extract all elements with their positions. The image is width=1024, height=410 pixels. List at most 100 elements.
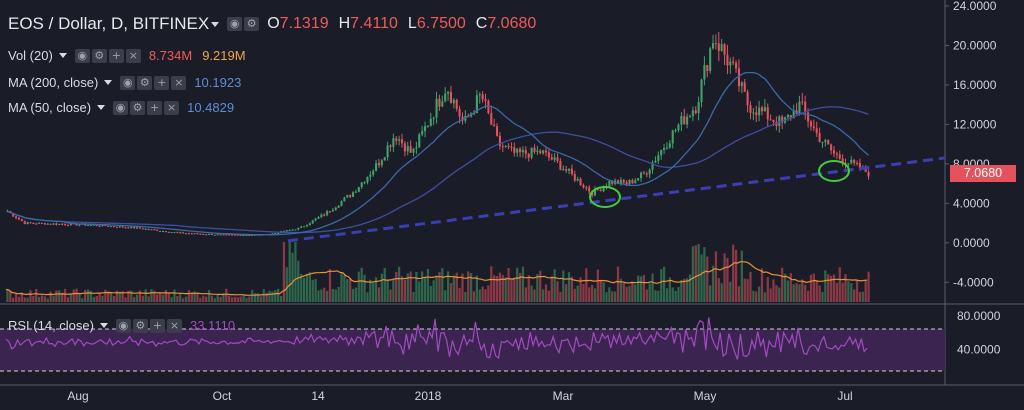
candle-body xyxy=(703,65,706,80)
volume-bar xyxy=(311,279,314,302)
candle-body xyxy=(496,126,499,136)
indicator-name[interactable]: Vol (20) xyxy=(8,48,53,63)
eye-icon[interactable]: ◉ xyxy=(113,100,129,115)
volume-bar xyxy=(349,278,352,302)
candle-body xyxy=(455,99,458,110)
candle-body xyxy=(400,139,404,144)
candle-body xyxy=(542,150,545,154)
candle-body xyxy=(352,192,355,197)
gear-icon[interactable]: ⚙ xyxy=(137,75,153,90)
candle-body xyxy=(602,186,605,192)
candle-body xyxy=(78,224,81,226)
candle-body xyxy=(576,178,579,181)
indicator-name[interactable]: MA (50, close) xyxy=(8,100,92,115)
volume-bar xyxy=(216,295,219,302)
candle-body xyxy=(179,232,182,234)
volume-bar xyxy=(158,293,162,302)
eye-icon[interactable]: ◉ xyxy=(120,75,136,90)
volume-bar xyxy=(634,284,637,302)
volume-bar xyxy=(498,272,502,302)
volume-bar xyxy=(101,295,104,302)
volume-bar xyxy=(562,270,565,302)
volume-bar xyxy=(346,279,349,302)
rsi-band xyxy=(0,329,945,371)
ma200-line xyxy=(7,106,869,234)
eye-icon[interactable]: ◉ xyxy=(115,318,131,333)
chevron-down-icon[interactable] xyxy=(99,323,108,328)
volume-bar xyxy=(507,267,510,302)
close-icon[interactable]: × xyxy=(166,318,182,333)
volume-bar xyxy=(642,274,646,302)
volume-bar xyxy=(150,289,153,302)
volume-bar xyxy=(328,269,332,302)
volume-bar xyxy=(732,244,735,302)
plus-icon[interactable]: + xyxy=(147,100,163,115)
candle-body xyxy=(723,44,726,55)
candle-body xyxy=(398,139,401,141)
volume-bar xyxy=(147,296,150,302)
symbol-legend: EOS / Dollar, D, BITFINEX ◉ ⚙ O7.1319 H7… xyxy=(8,14,546,34)
candle-body xyxy=(553,157,556,160)
candle-body xyxy=(697,102,700,114)
eye-icon[interactable]: ◉ xyxy=(74,48,90,63)
volume-bar xyxy=(576,285,579,302)
chevron-down-icon[interactable] xyxy=(104,80,113,85)
candle-body xyxy=(159,230,162,232)
candle-body xyxy=(360,182,363,188)
volume-bar xyxy=(325,291,329,302)
candle-body xyxy=(622,179,625,183)
volume-bar xyxy=(737,286,741,302)
volume-bar xyxy=(723,253,726,302)
volume-bar xyxy=(786,280,790,302)
candle-body xyxy=(686,116,689,125)
volume-bar xyxy=(343,274,346,302)
volume-bar xyxy=(35,289,38,302)
volume-bar xyxy=(412,291,415,302)
candle-body xyxy=(700,79,703,103)
indicator-name[interactable]: RSI (14, close) xyxy=(8,318,94,333)
time-tick-label: May xyxy=(694,389,717,403)
volume-bar xyxy=(729,281,732,302)
candle-body xyxy=(340,201,343,206)
candle-body xyxy=(107,225,110,227)
close-icon[interactable]: × xyxy=(164,100,180,115)
volume-bar xyxy=(9,290,12,302)
close-icon[interactable]: × xyxy=(171,75,187,90)
candle-body xyxy=(438,98,441,107)
chevron-down-icon[interactable] xyxy=(97,105,106,110)
candle-body xyxy=(424,126,427,132)
candle-body xyxy=(824,140,827,143)
volume-bar xyxy=(58,290,61,302)
candle-body xyxy=(556,157,559,162)
gear-icon[interactable]: ⚙ xyxy=(132,318,148,333)
plus-icon[interactable]: + xyxy=(108,48,124,63)
symbol-title[interactable]: EOS / Dollar, D, BITFINEX xyxy=(8,14,210,33)
close-icon[interactable]: × xyxy=(125,48,141,63)
plus-icon[interactable]: + xyxy=(149,318,165,333)
volume-bar xyxy=(37,296,41,302)
candle-body xyxy=(395,138,398,141)
volume-bar xyxy=(481,286,484,302)
chevron-down-icon[interactable] xyxy=(211,21,220,27)
volume-bar xyxy=(323,287,326,302)
volume-bar xyxy=(829,275,833,302)
candle-body xyxy=(366,176,369,183)
gear-icon[interactable]: ⚙ xyxy=(91,48,107,63)
volume-bar xyxy=(202,295,205,302)
candle-body xyxy=(231,234,234,236)
indicator-name[interactable]: MA (200, close) xyxy=(8,75,99,90)
volume-bar xyxy=(513,277,516,302)
candle-body xyxy=(138,227,141,229)
candle-body xyxy=(216,234,219,236)
candle-body xyxy=(688,116,692,118)
eye-icon[interactable]: ◉ xyxy=(227,17,243,31)
plus-icon[interactable]: + xyxy=(154,75,170,90)
highlight-circle xyxy=(589,186,621,208)
volume-bar xyxy=(245,297,248,302)
chevron-down-icon[interactable] xyxy=(58,53,67,58)
volume-bar xyxy=(207,290,211,302)
gear-icon[interactable]: ⚙ xyxy=(244,17,260,31)
gear-icon[interactable]: ⚙ xyxy=(130,100,146,115)
candle-body xyxy=(349,195,352,197)
